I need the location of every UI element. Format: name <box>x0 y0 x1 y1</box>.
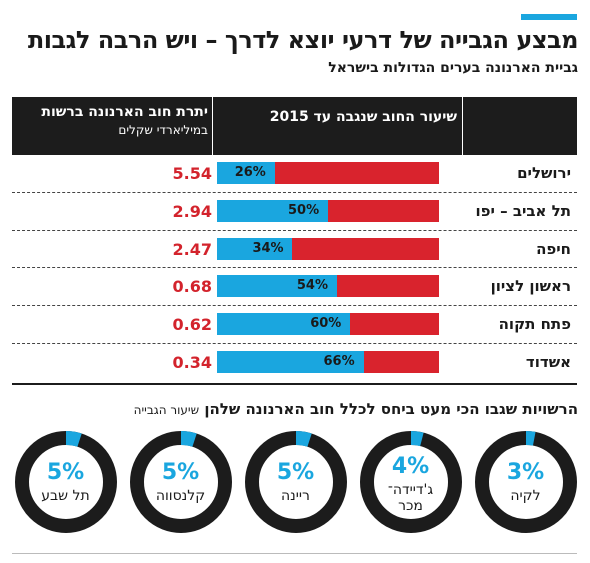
table-row: 0.34 66% אשדוד <box>12 344 577 382</box>
table-row: 2.94 50% תל אביב – יפו <box>12 193 577 231</box>
donut-label: קלנסווה <box>155 488 206 504</box>
rate-label: 34% <box>252 240 284 256</box>
donut-slice <box>129 431 232 533</box>
donut-chart: 4% ג'דיידה־ מכר <box>359 430 463 534</box>
rate-bar-remaining: 66% <box>217 350 439 373</box>
rate-bar-collected <box>217 199 328 222</box>
rate-bar-collected <box>217 350 364 373</box>
donut-slice <box>359 431 462 533</box>
column-separator <box>212 97 213 155</box>
city-label: פתח תקוה <box>498 315 571 334</box>
debt-value: 2.47 <box>172 239 212 259</box>
table-bottom-rule <box>12 383 577 385</box>
donut-chart: 5% תל שבע <box>14 430 118 534</box>
table-header: יתרת חוב הארנונה ברשות במיליארדי שקלים ש… <box>12 97 577 155</box>
city-label: ראשון לציון <box>490 277 571 296</box>
donut-label: לקיה <box>510 488 541 504</box>
city-label: חיפה <box>536 239 571 258</box>
donut-chart: 3% לקיה <box>474 430 578 534</box>
city-label: ירושלים <box>517 164 571 182</box>
donut-svg <box>129 431 232 533</box>
donut-svg <box>14 431 117 533</box>
donut-section-heading: הרשויות שגבו הכי מעט ביחס לכלל חוב הארנו… <box>204 400 578 418</box>
rate-bar-collected <box>217 313 351 336</box>
donut-value: 3% <box>506 460 545 485</box>
donut-value: 5% <box>161 460 200 485</box>
rate-label: 66% <box>323 353 355 369</box>
city-label: אשדוד <box>525 352 571 371</box>
rate-bar-collected <box>217 162 275 184</box>
donut-value: 4% <box>391 454 430 479</box>
donut-chart: 5% ריינה <box>244 430 348 534</box>
rate-label: 26% <box>234 165 266 180</box>
city-rows: 5.54 26% ירושלים 2.94 50% תל אביב – יפו 2.47 34… <box>12 155 577 382</box>
donut-value: 5% <box>46 460 85 485</box>
donut-label: ריינה <box>281 488 310 504</box>
donut-label: ג'דיידה־ מכר <box>387 482 434 514</box>
donut-section-legend: שיעור הגבייה <box>133 403 200 417</box>
column-header-debt-label: יתרת חוב הארנונה ברשות <box>41 104 208 120</box>
debt-value: 0.68 <box>172 277 212 297</box>
column-separator <box>462 97 463 155</box>
table-row: 2.47 34% חיפה <box>12 231 577 269</box>
debt-value: 5.54 <box>172 164 212 183</box>
donut-slice <box>244 431 347 533</box>
footer-rule <box>12 553 577 554</box>
debt-value: 2.94 <box>172 201 212 221</box>
page-subtitle: גביית הארנונה בערים הגדולות בישראל <box>328 60 578 76</box>
rate-bar-remaining: 60% <box>217 313 439 336</box>
column-header-rate: שיעור החוב שנגבה עד 2015 <box>269 109 457 125</box>
debt-value: 0.62 <box>172 315 212 335</box>
donut-charts: 3% לקיה 4% ג'דיידה־ מכר 5% ריינה 5% קלנסווה 5% תל … <box>8 430 583 540</box>
city-label: תל אביב – יפו <box>475 201 571 220</box>
donut-label: תל שבע <box>41 488 90 504</box>
rate-bar-remaining: 54% <box>217 275 439 298</box>
rate-bar-collected <box>217 275 337 298</box>
donut-svg <box>244 431 347 533</box>
debt-value: 0.34 <box>172 352 212 372</box>
rate-bar-remaining: 26% <box>217 162 439 184</box>
table-row: 0.62 60% פתח תקוה <box>12 306 577 344</box>
rate-bar-collected <box>217 237 293 260</box>
donut-section-title: הרשויות שגבו הכי מעט ביחס לכלל חוב הארנו… <box>8 400 578 418</box>
column-header-debt-unit: במיליארדי שקלים <box>118 123 208 137</box>
rate-label: 60% <box>310 316 342 332</box>
table-row: 5.54 26% ירושלים <box>12 155 577 193</box>
page-title: מבצע הגבייה של דרעי יוצא לדרך – ויש הרבה… <box>27 26 579 54</box>
accent-bar <box>521 14 577 20</box>
table-row: 0.68 54% ראשון לציון <box>12 268 577 307</box>
rate-label: 50% <box>288 202 320 218</box>
donut-slice <box>474 431 577 533</box>
rate-bar-remaining: 50% <box>217 199 439 222</box>
rate-label: 54% <box>296 278 328 294</box>
donut-slice <box>14 431 117 533</box>
donut-chart: 5% קלנסווה <box>129 430 233 534</box>
donut-value: 5% <box>276 460 315 485</box>
donut-svg <box>474 431 577 533</box>
rate-bar-remaining: 34% <box>217 237 439 260</box>
column-header-debt: יתרת חוב הארנונה ברשות במיליארדי שקלים <box>18 103 208 139</box>
donut-svg <box>359 431 462 533</box>
